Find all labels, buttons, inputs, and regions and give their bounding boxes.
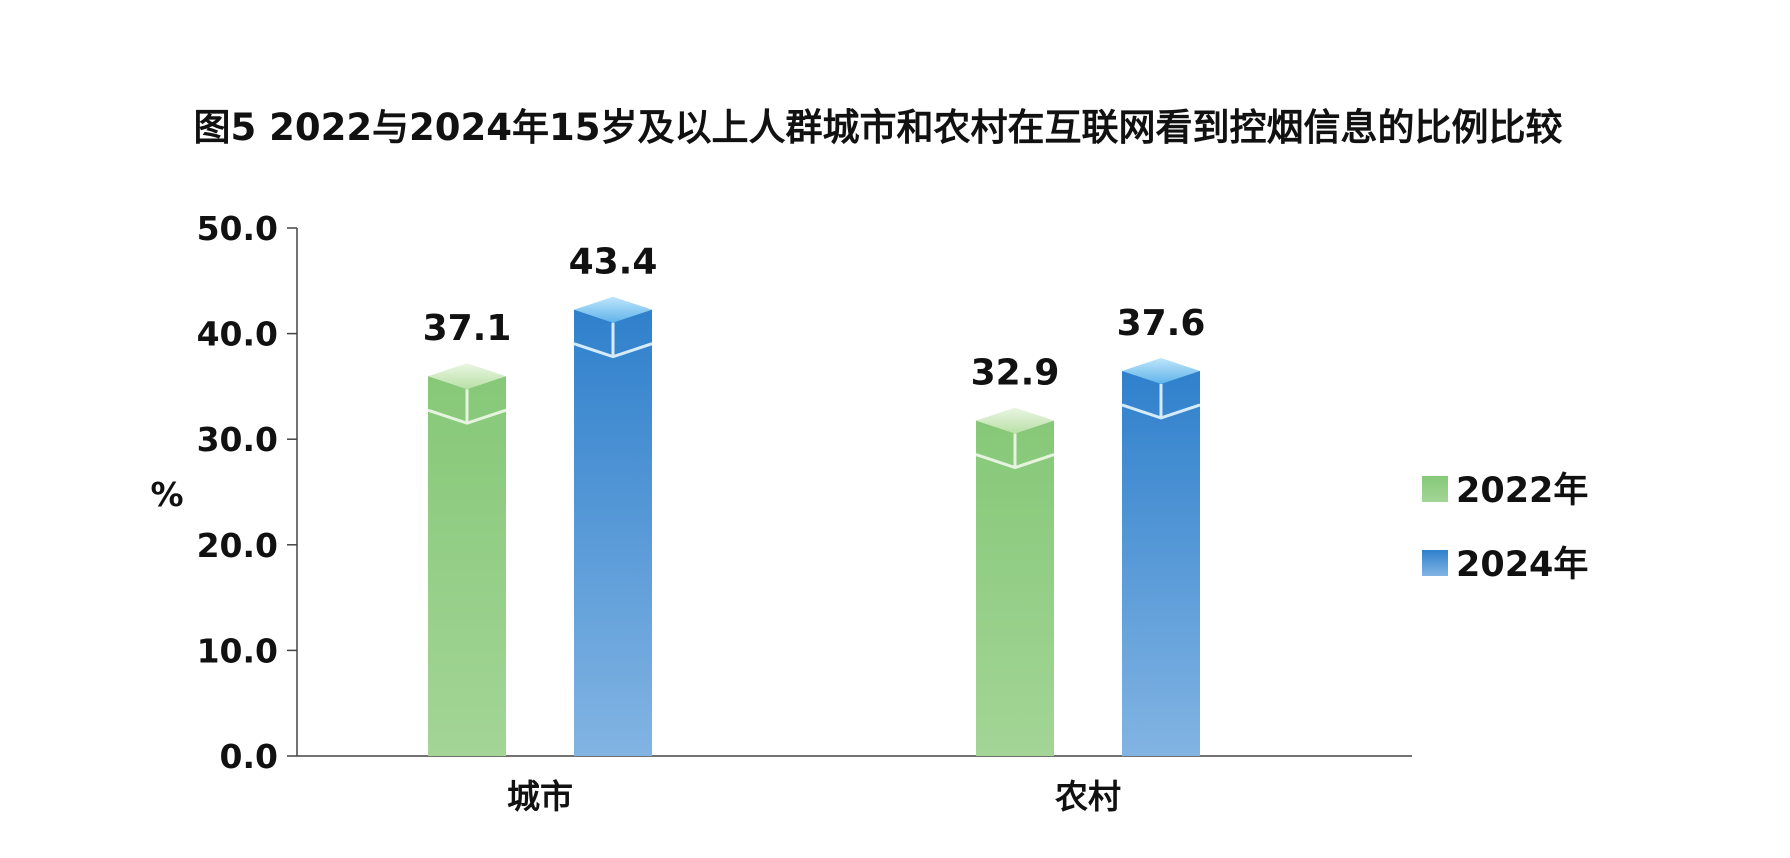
y-tick-label: 10.0 [197, 631, 278, 670]
y-ticks: 0.0 10.0 20.0 30.0 40.0 50.0 [197, 209, 297, 776]
bar-body [574, 309, 652, 756]
bars: 37.1 43.4 32.9 37.6 [423, 242, 1206, 756]
legend-swatch [1422, 476, 1448, 502]
data-label: 43.4 [569, 242, 658, 283]
bar-2-1: 43.4 [569, 242, 658, 756]
legend-swatch [1422, 550, 1448, 576]
y-tick-label: 20.0 [197, 526, 278, 565]
bar-body [428, 376, 506, 756]
y-axis-label: % [150, 475, 183, 514]
bar-top-face [976, 407, 1054, 434]
bar-top-face [1122, 357, 1200, 384]
x-tick-label: 城市 [507, 777, 573, 816]
legend-label: 2024年 [1456, 545, 1588, 585]
x-tick-label: 农村 [1055, 777, 1121, 816]
y-tick-label: 50.0 [197, 209, 278, 248]
data-label: 32.9 [971, 353, 1060, 394]
data-label: 37.6 [1117, 303, 1206, 344]
legend: 2022年 2024年 [1422, 471, 1588, 585]
y-tick-label: 40.0 [197, 315, 278, 354]
bar-body [1122, 370, 1200, 756]
bar-body [976, 420, 1054, 756]
category-labels: 城市 农村 [507, 777, 1121, 816]
y-tick-label: 0.0 [220, 737, 278, 776]
bar-top-face [574, 296, 652, 323]
legend-label: 2022年 [1456, 471, 1588, 511]
bar-2-2: 37.6 [1117, 303, 1206, 756]
chart-title: 图5 2022与2024年15岁及以上人群城市和农村在互联网看到控烟信息的比例比… [193, 106, 1562, 149]
data-label: 37.1 [423, 308, 512, 349]
bar-1-2: 32.9 [971, 353, 1060, 756]
bar-1-1: 37.1 [423, 308, 512, 756]
y-tick-label: 30.0 [197, 420, 278, 459]
bar-top-face [428, 363, 506, 390]
